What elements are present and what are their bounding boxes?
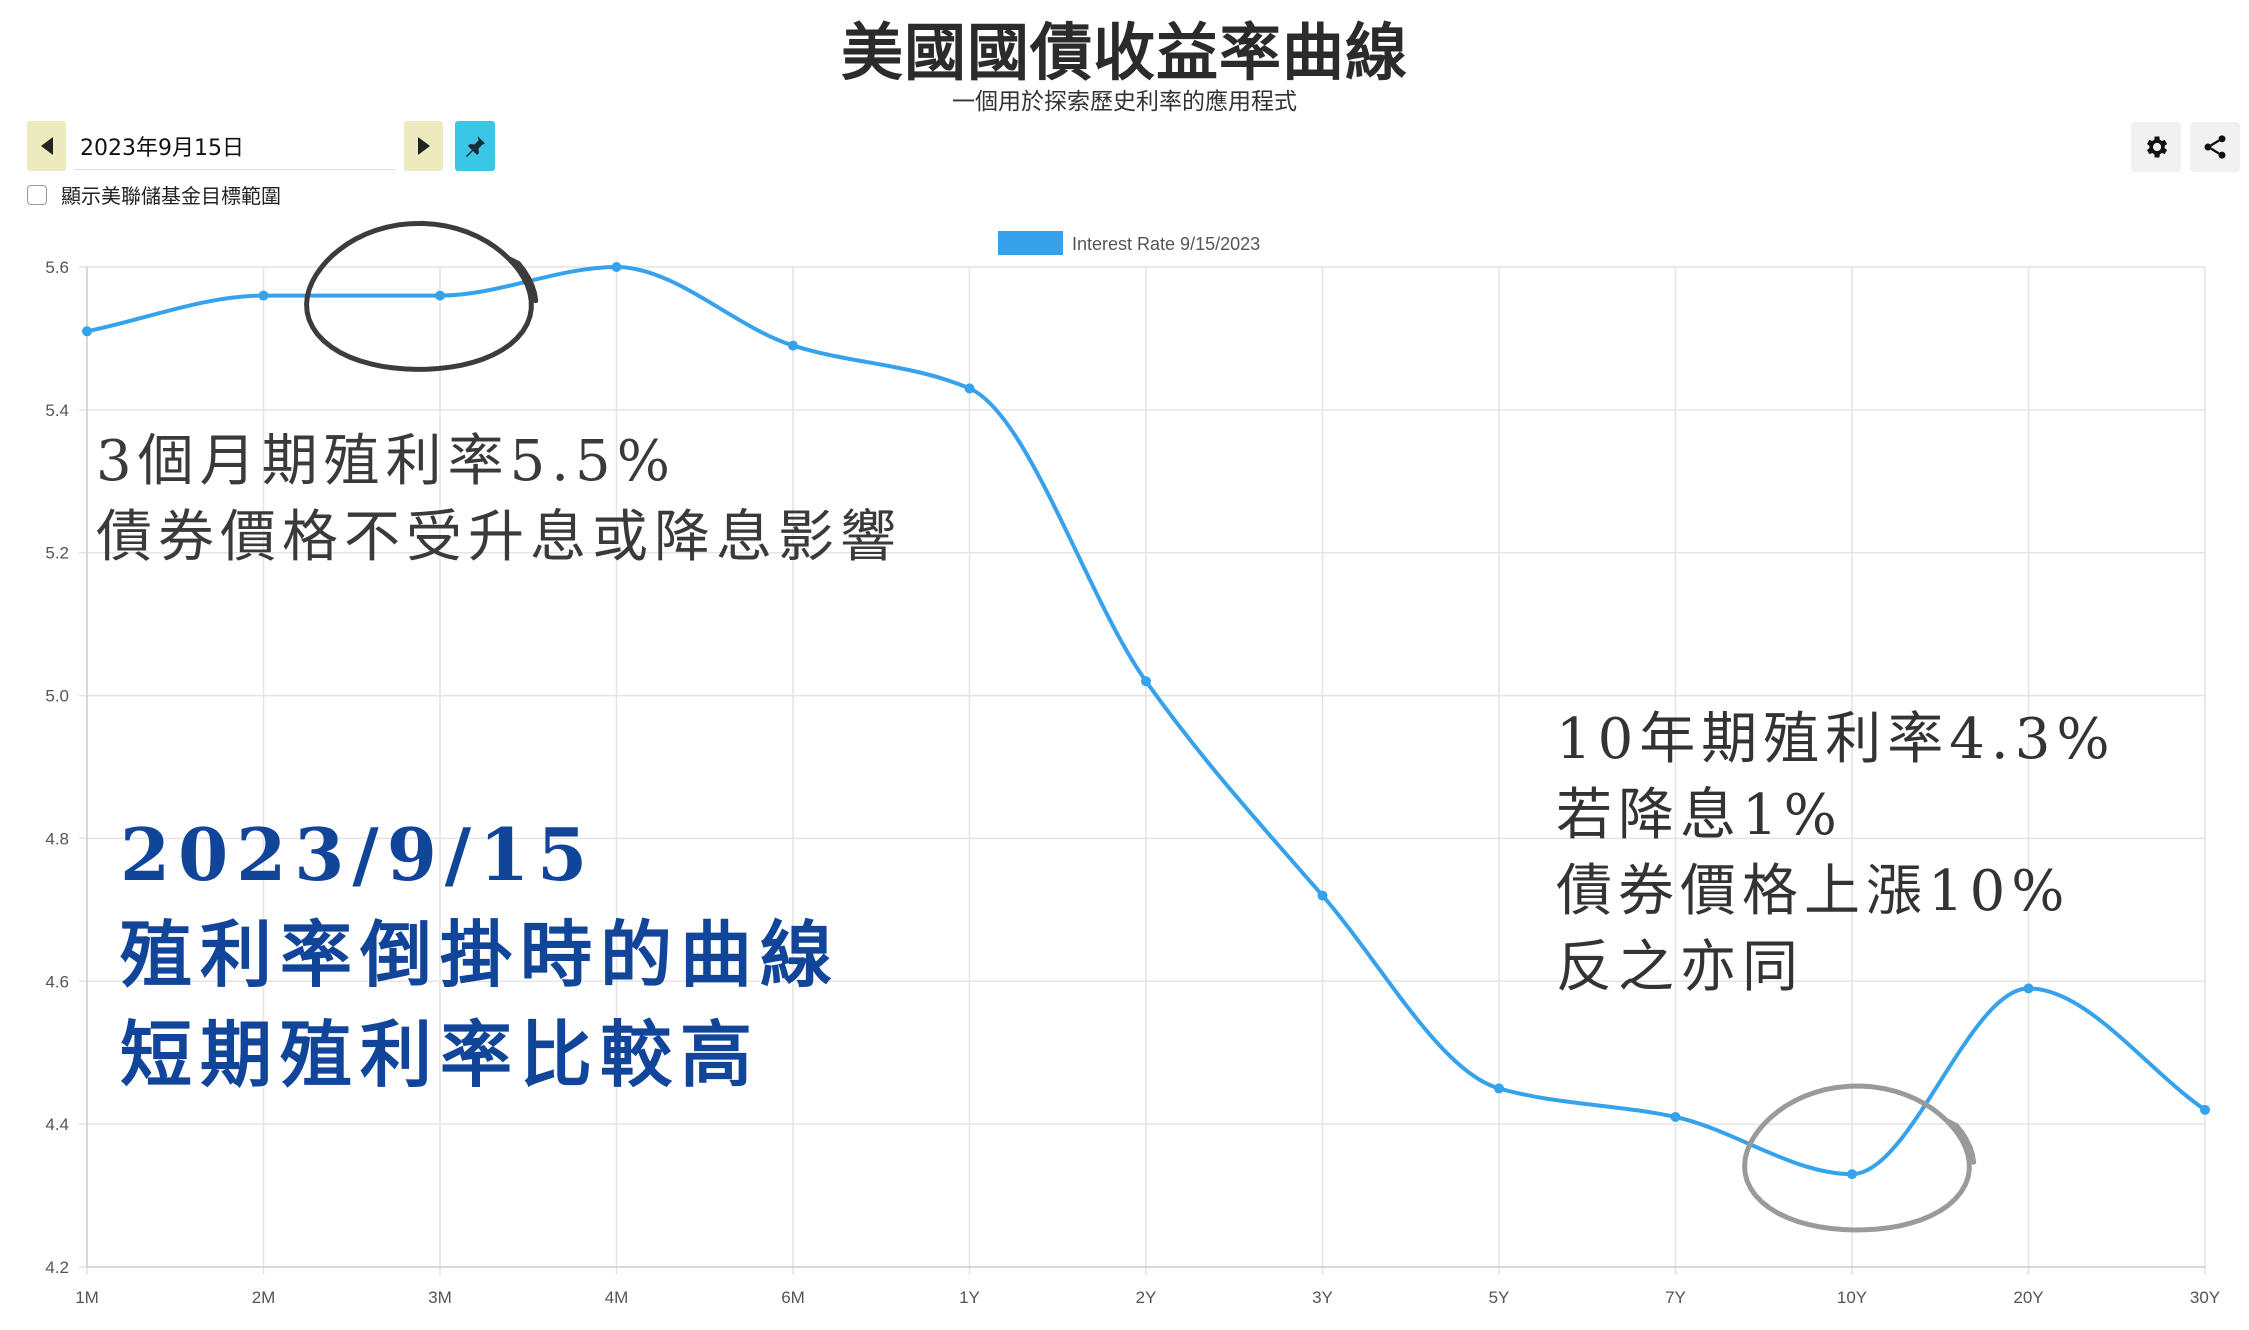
- data-point-7y[interactable]: [1670, 1112, 1681, 1122]
- chart-grid: 5.6 5.4 5.2 5.0 4.8 4.6 4.4 4.2 1M 2M 3M 4M 6M 1Y 2Y 3Y…: [45, 258, 2220, 1307]
- annotation-three-month-line2: 債券價格不受升息或降息影響: [96, 505, 902, 570]
- x-tick-label: 6M: [781, 1288, 805, 1307]
- share-icon: [2204, 135, 2226, 159]
- y-tick-label: 4.6: [45, 972, 69, 991]
- y-tick-label: 5.2: [45, 544, 69, 563]
- hand-drawn-circles: [304, 220, 1977, 1233]
- annotation-three-month-line1: 3個月期殖利率5.5%: [96, 429, 676, 494]
- legend-swatch: [998, 231, 1063, 255]
- data-point-3y[interactable]: [1317, 890, 1328, 901]
- fed-range-checkbox[interactable]: [27, 184, 47, 205]
- annotation-ten-year-line2: 若降息1%: [1556, 783, 1843, 848]
- annotation-ten-year: 10年期殖利率4.3% 若降息1% 債券價格上漲10% 反之亦同: [1556, 702, 2116, 1006]
- data-point-10y[interactable]: [1847, 1169, 1857, 1180]
- x-tick-label: 20Y: [2013, 1288, 2043, 1307]
- y-tick-label: 5.6: [45, 258, 69, 277]
- annotation-main-line2: 殖利率倒掛時的曲線: [120, 912, 841, 997]
- annotation-ten-year-line1: 10年期殖利率4.3%: [1556, 707, 2116, 772]
- y-tick-label: 5.4: [45, 401, 69, 420]
- data-point-4m[interactable]: [611, 262, 622, 272]
- triangle-right-icon: [417, 137, 430, 155]
- annotation-ten-year-line4: 反之亦同: [1556, 935, 1804, 1000]
- x-tick-label: 3M: [428, 1288, 452, 1307]
- fed-range-label: 顯示美聯儲基金目標範圍: [61, 184, 281, 208]
- x-tick-label: 1M: [75, 1288, 99, 1307]
- x-tick-label: 3Y: [1312, 1288, 1333, 1307]
- chart-legend: Interest Rate 9/15/2023: [998, 231, 1260, 255]
- settings-button[interactable]: [2131, 122, 2181, 172]
- y-tick-label: 4.2: [45, 1258, 69, 1277]
- pin-button[interactable]: [455, 121, 495, 171]
- series-line: [86, 265, 2207, 1177]
- legend-label: Interest Rate 9/15/2023: [1072, 234, 1260, 254]
- x-tick-label: 7Y: [1665, 1288, 1686, 1307]
- data-point-5y[interactable]: [1494, 1083, 1504, 1094]
- triangle-left-icon: [40, 137, 53, 155]
- prev-date-button[interactable]: [27, 121, 66, 171]
- y-tick-label: 4.4: [45, 1115, 69, 1134]
- annotation-main-line1: 2023/9/15: [120, 812, 596, 897]
- data-point-20y[interactable]: [2023, 983, 2034, 994]
- data-point-1m[interactable]: [82, 326, 92, 337]
- date-input[interactable]: [74, 122, 396, 170]
- data-point-1y[interactable]: [964, 383, 975, 394]
- annotation-ten-year-line3: 債券價格上漲10%: [1556, 859, 2071, 924]
- annotation-main-line3: 短期殖利率比較高: [120, 1012, 761, 1097]
- pin-icon: [466, 136, 485, 157]
- data-point-2m[interactable]: [258, 290, 269, 301]
- page-subtitle: 一個用於探索歷史利率的應用程式: [952, 89, 1297, 115]
- page-title: 美國國債收益率曲線: [840, 16, 1408, 89]
- date-controls: [27, 121, 495, 171]
- annotation-three-month: 3個月期殖利率5.5% 債券價格不受升息或降息影響: [96, 424, 902, 576]
- next-date-button[interactable]: [404, 121, 443, 171]
- gear-icon: [2147, 136, 2168, 158]
- x-tick-label: 2Y: [1136, 1288, 1157, 1307]
- data-point-6m[interactable]: [788, 340, 798, 351]
- x-tick-label: 4M: [605, 1288, 629, 1307]
- data-point-3m[interactable]: [435, 290, 445, 301]
- y-tick-label: 4.8: [45, 829, 69, 848]
- x-tick-label: 10Y: [1837, 1288, 1867, 1307]
- series-interest-rate: [82, 262, 2210, 1180]
- circle-three-month: [304, 220, 539, 372]
- data-point-2y[interactable]: [1141, 676, 1151, 687]
- data-point-30y[interactable]: [2200, 1104, 2210, 1115]
- x-tick-label: 5Y: [1489, 1288, 1510, 1307]
- annotation-main: 2023/9/15 殖利率倒掛時的曲線 短期殖利率比較高: [120, 805, 840, 1105]
- y-tick-label: 5.0: [45, 687, 69, 706]
- x-tick-label: 30Y: [2190, 1288, 2220, 1307]
- share-button[interactable]: [2190, 122, 2240, 172]
- x-tick-label: 1Y: [959, 1288, 980, 1307]
- x-tick-label: 2M: [252, 1288, 276, 1307]
- circle-ten-year: [1742, 1083, 1977, 1233]
- fed-range-toggle[interactable]: 顯示美聯儲基金目標範圍: [27, 180, 281, 209]
